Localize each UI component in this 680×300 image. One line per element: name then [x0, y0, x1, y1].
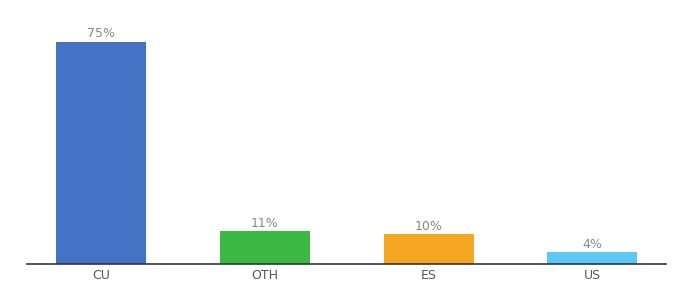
Bar [547, 252, 637, 264]
Bar [220, 231, 310, 264]
Bar [384, 234, 474, 264]
Text: 75%: 75% [87, 27, 116, 40]
Text: 10%: 10% [415, 220, 443, 233]
Bar [56, 42, 146, 264]
Text: 4%: 4% [582, 238, 602, 251]
Text: 11%: 11% [251, 217, 279, 230]
